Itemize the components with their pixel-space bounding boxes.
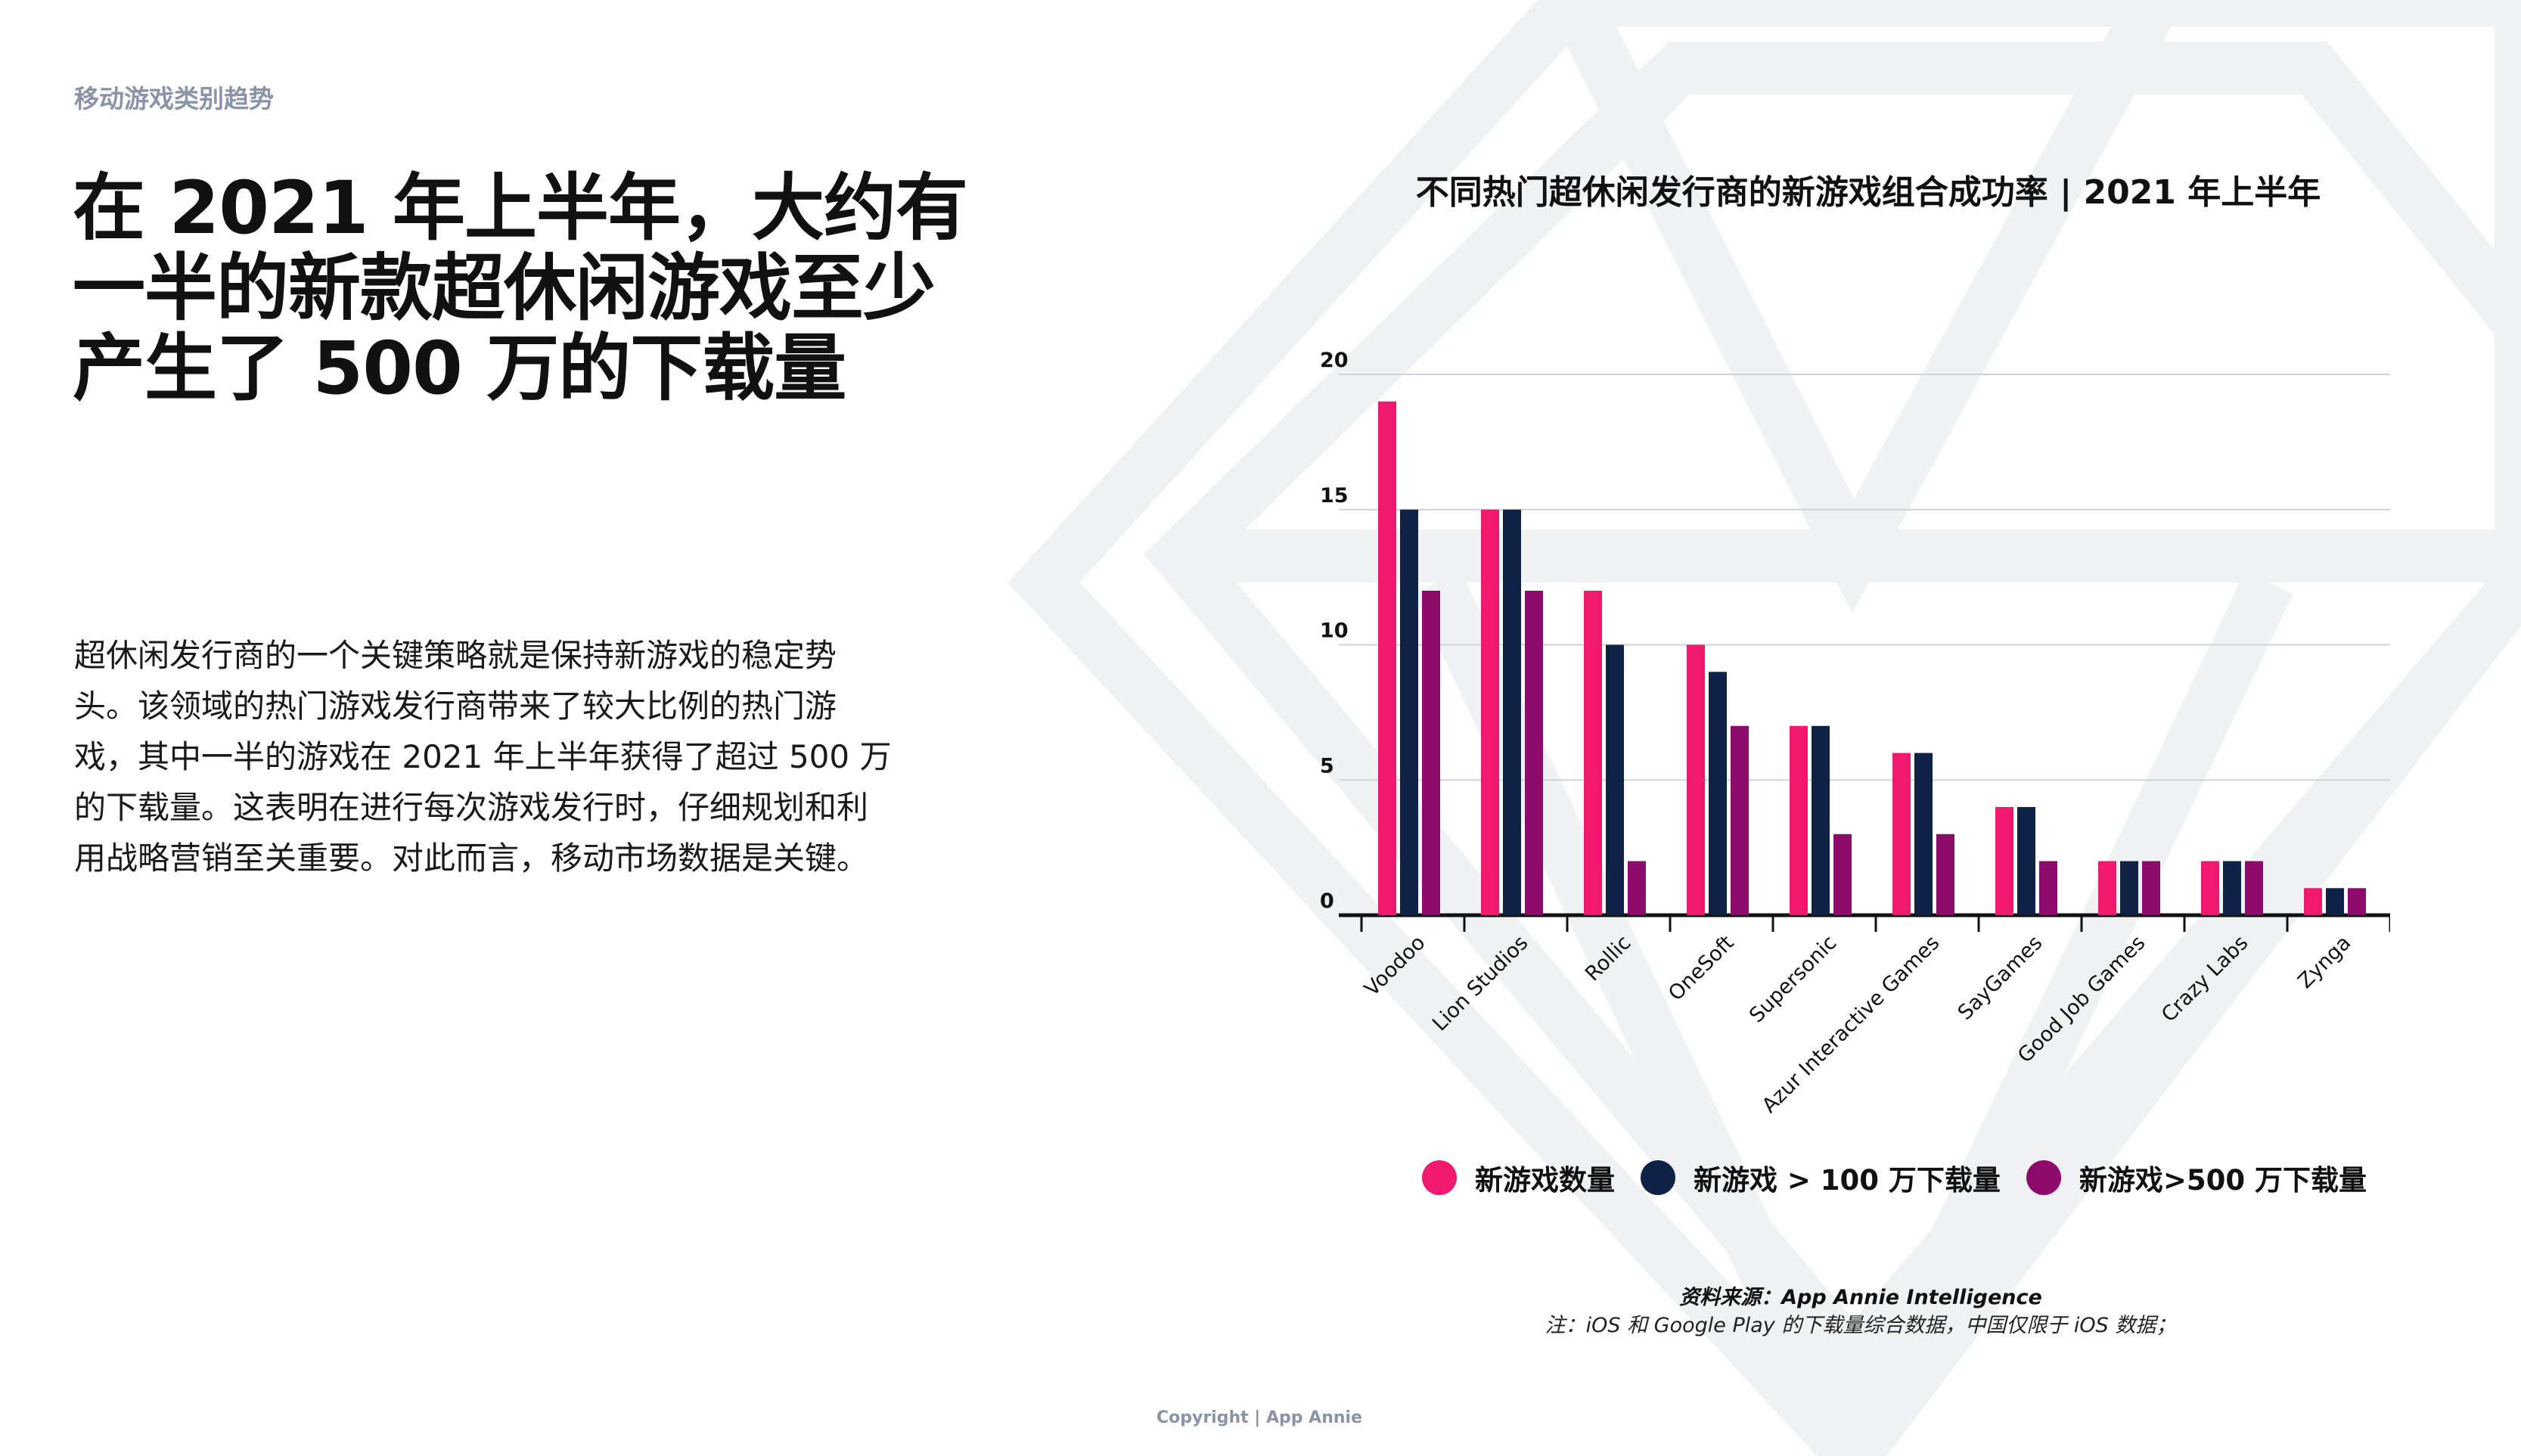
- bar-crazy-labs-series-2: [2245, 861, 2263, 915]
- bar-rollic-series-0: [1584, 591, 1602, 915]
- bar-onesoft-series-2: [1731, 725, 1749, 915]
- x-tick-label-supersonic: Supersonic: [1745, 931, 1841, 1027]
- copyright: Copyright | App Annie: [1156, 1408, 1362, 1427]
- legend-label-over-1m: 新游戏 > 100 万下载量: [1694, 1164, 2001, 1197]
- headline-line-2: 一半的新款超休闲游戏至少: [73, 246, 936, 331]
- legend-item-over-1m: 新游戏 > 100 万下载量: [1641, 1157, 2001, 1198]
- bar-supersonic-series-0: [1790, 725, 1808, 915]
- bar-supersonic-series-2: [1833, 834, 1852, 915]
- footnote: 注：iOS 和 Google Play 的下载量综合数据，中国仅限于 iOS 数…: [1545, 1314, 2177, 1337]
- bar-saygames-series-2: [2039, 861, 2057, 915]
- body-line-3: 戏，其中一半的游戏在 2021 年上半年获得了超过 500 万: [74, 738, 892, 775]
- legend-swatch-over-1m: [1641, 1160, 1675, 1195]
- body-paragraph: 超休闲发行商的一个关键策略就是保持新游戏的稳定势 头。该领域的热门游戏发行商带来…: [74, 630, 952, 883]
- body-line-4: 的下载量。这表明在进行每次游戏发行时，仔细规划和利: [74, 789, 869, 826]
- x-tick-label-rollic: Rollic: [1581, 931, 1635, 986]
- x-tick-label-zynga: Zynga: [2293, 931, 2355, 993]
- y-tick-label-0: 0: [1320, 889, 1334, 913]
- bar-lion-studios-series-1: [1503, 509, 1521, 915]
- bar-voodoo-series-1: [1400, 509, 1418, 915]
- bar-good-job-games-series-0: [2098, 861, 2116, 915]
- bar-good-job-games-series-1: [2120, 861, 2138, 915]
- source-note: 资料来源：App Annie Intelligence: [1679, 1286, 2042, 1309]
- bar-saygames-series-0: [1995, 807, 2013, 915]
- bar-lion-studios-series-2: [1525, 591, 1543, 915]
- bar-crazy-labs-series-0: [2201, 861, 2219, 915]
- legend-swatch-over-5m: [2026, 1160, 2061, 1195]
- x-tick-label-crazy-labs: Crazy Labs: [2157, 931, 2253, 1027]
- headline-line-3: 产生了 500 万的下载量: [73, 326, 846, 411]
- x-tick-label-voodoo: Voodoo: [1360, 931, 1430, 1001]
- bar-rollic-series-1: [1606, 644, 1624, 915]
- bar-zynga-series-2: [2348, 888, 2366, 915]
- legend-label-new-games: 新游戏数量: [1475, 1164, 1615, 1197]
- body-line-5: 用战略营销至关重要。对此而言，移动市场数据是关键。: [74, 840, 869, 877]
- x-tick-label-lion-studios: Lion Studios: [1428, 931, 1532, 1035]
- bar-azur-interactive-games-series-2: [1936, 834, 1954, 915]
- bar-saygames-series-1: [2017, 807, 2035, 915]
- y-tick-label-5: 5: [1320, 754, 1334, 778]
- x-tick-label-saygames: SayGames: [1954, 931, 2048, 1025]
- page-headline: 在 2021 年上半年，大约有 一半的新款超休闲游戏至少 产生了 500 万的下…: [73, 168, 1018, 408]
- bar-lion-studios-series-0: [1481, 509, 1499, 915]
- legend-item-over-5m: 新游戏>500 万下载量: [2026, 1157, 2367, 1198]
- bar-zynga-series-1: [2326, 888, 2344, 915]
- bar-good-job-games-series-2: [2142, 861, 2160, 915]
- x-tick-label-onesoft: OneSoft: [1664, 931, 1738, 1005]
- body-line-2: 头。该领域的热门游戏发行商带来了较大比例的热门游: [74, 688, 837, 725]
- bar-azur-interactive-games-series-1: [1914, 753, 1933, 915]
- bar-voodoo-series-2: [1422, 591, 1440, 915]
- bar-voodoo-series-0: [1378, 401, 1396, 915]
- x-tick-label-azur-interactive-games: Azur Interactive Games: [1758, 931, 1945, 1118]
- legend-label-over-5m: 新游戏>500 万下载量: [2079, 1164, 2367, 1197]
- bar-azur-interactive-games-series-0: [1892, 753, 1911, 915]
- y-tick-label-10: 10: [1320, 619, 1349, 643]
- bar-onesoft-series-1: [1709, 672, 1727, 915]
- legend-swatch-new-games: [1422, 1160, 1457, 1195]
- chart-legend: 新游戏数量 新游戏 > 100 万下载量 新游戏>500 万下载量: [1422, 1157, 2392, 1198]
- y-tick-label-15: 15: [1320, 484, 1349, 508]
- legend-item-new-games: 新游戏数量: [1422, 1157, 1615, 1198]
- section-label: 移动游戏类别趋势: [74, 84, 274, 113]
- y-tick-label-20: 20: [1320, 349, 1349, 372]
- bar-zynga-series-0: [2304, 888, 2322, 915]
- body-line-1: 超休闲发行商的一个关键策略就是保持新游戏的稳定势: [74, 637, 837, 674]
- bar-crazy-labs-series-1: [2223, 861, 2241, 915]
- chart-title: 不同热门超休闲发行商的新游戏组合成功率 | 2021 年上半年: [1415, 173, 2321, 212]
- bar-rollic-series-2: [1628, 861, 1646, 915]
- bar-supersonic-series-1: [1812, 725, 1830, 915]
- headline-line-1: 在 2021 年上半年，大约有: [73, 166, 968, 250]
- bar-onesoft-series-0: [1687, 644, 1705, 915]
